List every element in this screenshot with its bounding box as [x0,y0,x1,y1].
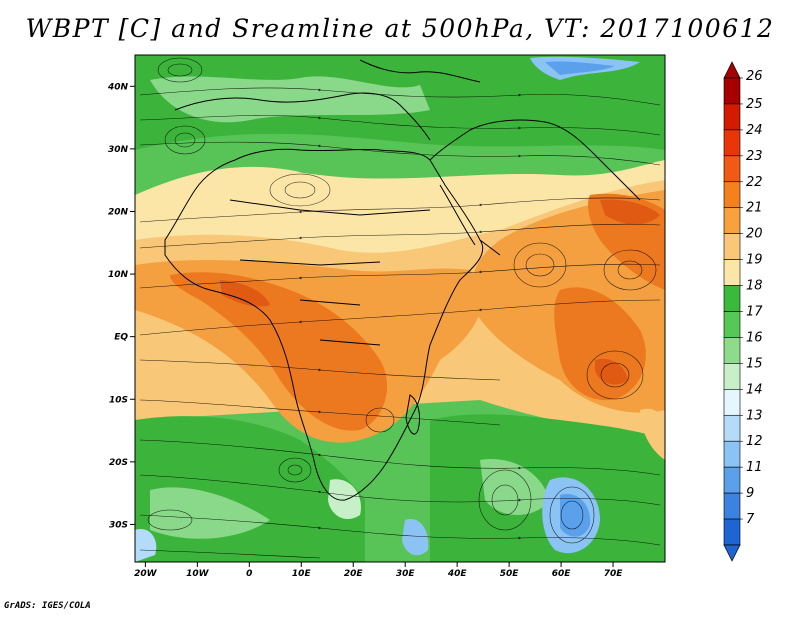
colorbar-label: 7 [746,512,755,527]
lon-tick-label: 50E [500,569,520,579]
colorbar-label: 16 [746,330,763,345]
colorbar-label: 18 [746,279,763,294]
colorbar-swatch [723,492,741,520]
colorbar-swatch [723,337,741,364]
lat-tick-label: 40N [107,82,129,92]
lat-tick-label: 20S [109,458,128,468]
colorbar-swatch [723,181,741,209]
lat-tick-label: 10S [109,395,128,405]
colorbar-label: 25 [746,97,763,112]
grads-credit: GrADS: IGES/COLA [4,601,91,611]
colorbar-swatch [723,129,741,157]
colorbar: 26 25 24 23 22 21 20 19 18 17 16 15 14 13 12 11 9 7 [723,61,763,562]
colorbar-label: 22 [746,175,763,190]
colorbar-swatch [723,440,741,468]
colorbar-swatch [723,285,741,312]
lat-tick-label: 30N [108,145,129,155]
colorbar-min-arrow [723,544,741,562]
latitude-axis: 40N 30N 20N 10N EQ 10S 20S 30S [107,82,135,530]
lon-tick-label: 0 [246,569,252,579]
colorbar-label: 26 [746,69,763,84]
lon-tick-label: 10W [186,569,210,579]
colorbar-swatch [723,518,741,546]
lon-tick-label: 40E [447,569,468,579]
colorbar-swatch [723,311,741,338]
lat-tick-label: 30S [109,520,128,530]
colorbar-swatch [723,103,741,131]
lon-tick-label: 70E [604,569,624,579]
longitude-axis: 20W 10W 0 10E 20E 30E 40E 50E 60E 70E [134,562,623,579]
colorbar-label: 21 [746,201,763,216]
colorbar-label: 20 [746,227,763,242]
colorbar-swatch [723,414,741,442]
map-frame [134,54,666,563]
colorbar-max-arrow [723,61,741,79]
colorbar-label: 11 [746,460,763,475]
wbpt-field [135,55,665,562]
colorbar-swatch [723,207,741,234]
colorbar-swatch [723,466,741,494]
colorbar-swatch [723,363,741,390]
lon-tick-label: 10E [292,569,312,579]
colorbar-label: 14 [746,382,763,397]
lat-tick-label: 10N [108,270,129,280]
lon-tick-label: 20E [344,569,364,579]
colorbar-swatch [723,259,741,286]
colorbar-swatch [723,77,741,105]
colorbar-label: 19 [746,253,763,268]
colorbar-label: 13 [746,408,763,423]
streamlines [139,57,661,559]
lon-tick-label: 20W [134,569,158,579]
lat-tick-label: 20N [108,207,129,217]
colorbar-label: 12 [746,434,763,449]
colorbar-label: 9 [746,486,754,501]
lon-tick-label: 60E [552,569,572,579]
colorbar-swatch [723,233,741,260]
colorbar-label: 15 [746,356,763,371]
colorbar-swatch [723,389,741,416]
chart-title: WBPT [C] and Sreamline at 500hPa, VT: 20… [25,14,775,43]
lat-tick-label: EQ [114,333,128,343]
colorbar-label: 23 [746,149,763,164]
colorbar-label: 17 [746,305,763,320]
colorbar-swatch [723,155,741,183]
colorbar-label: 24 [746,123,763,138]
lon-tick-label: 30E [396,569,416,579]
